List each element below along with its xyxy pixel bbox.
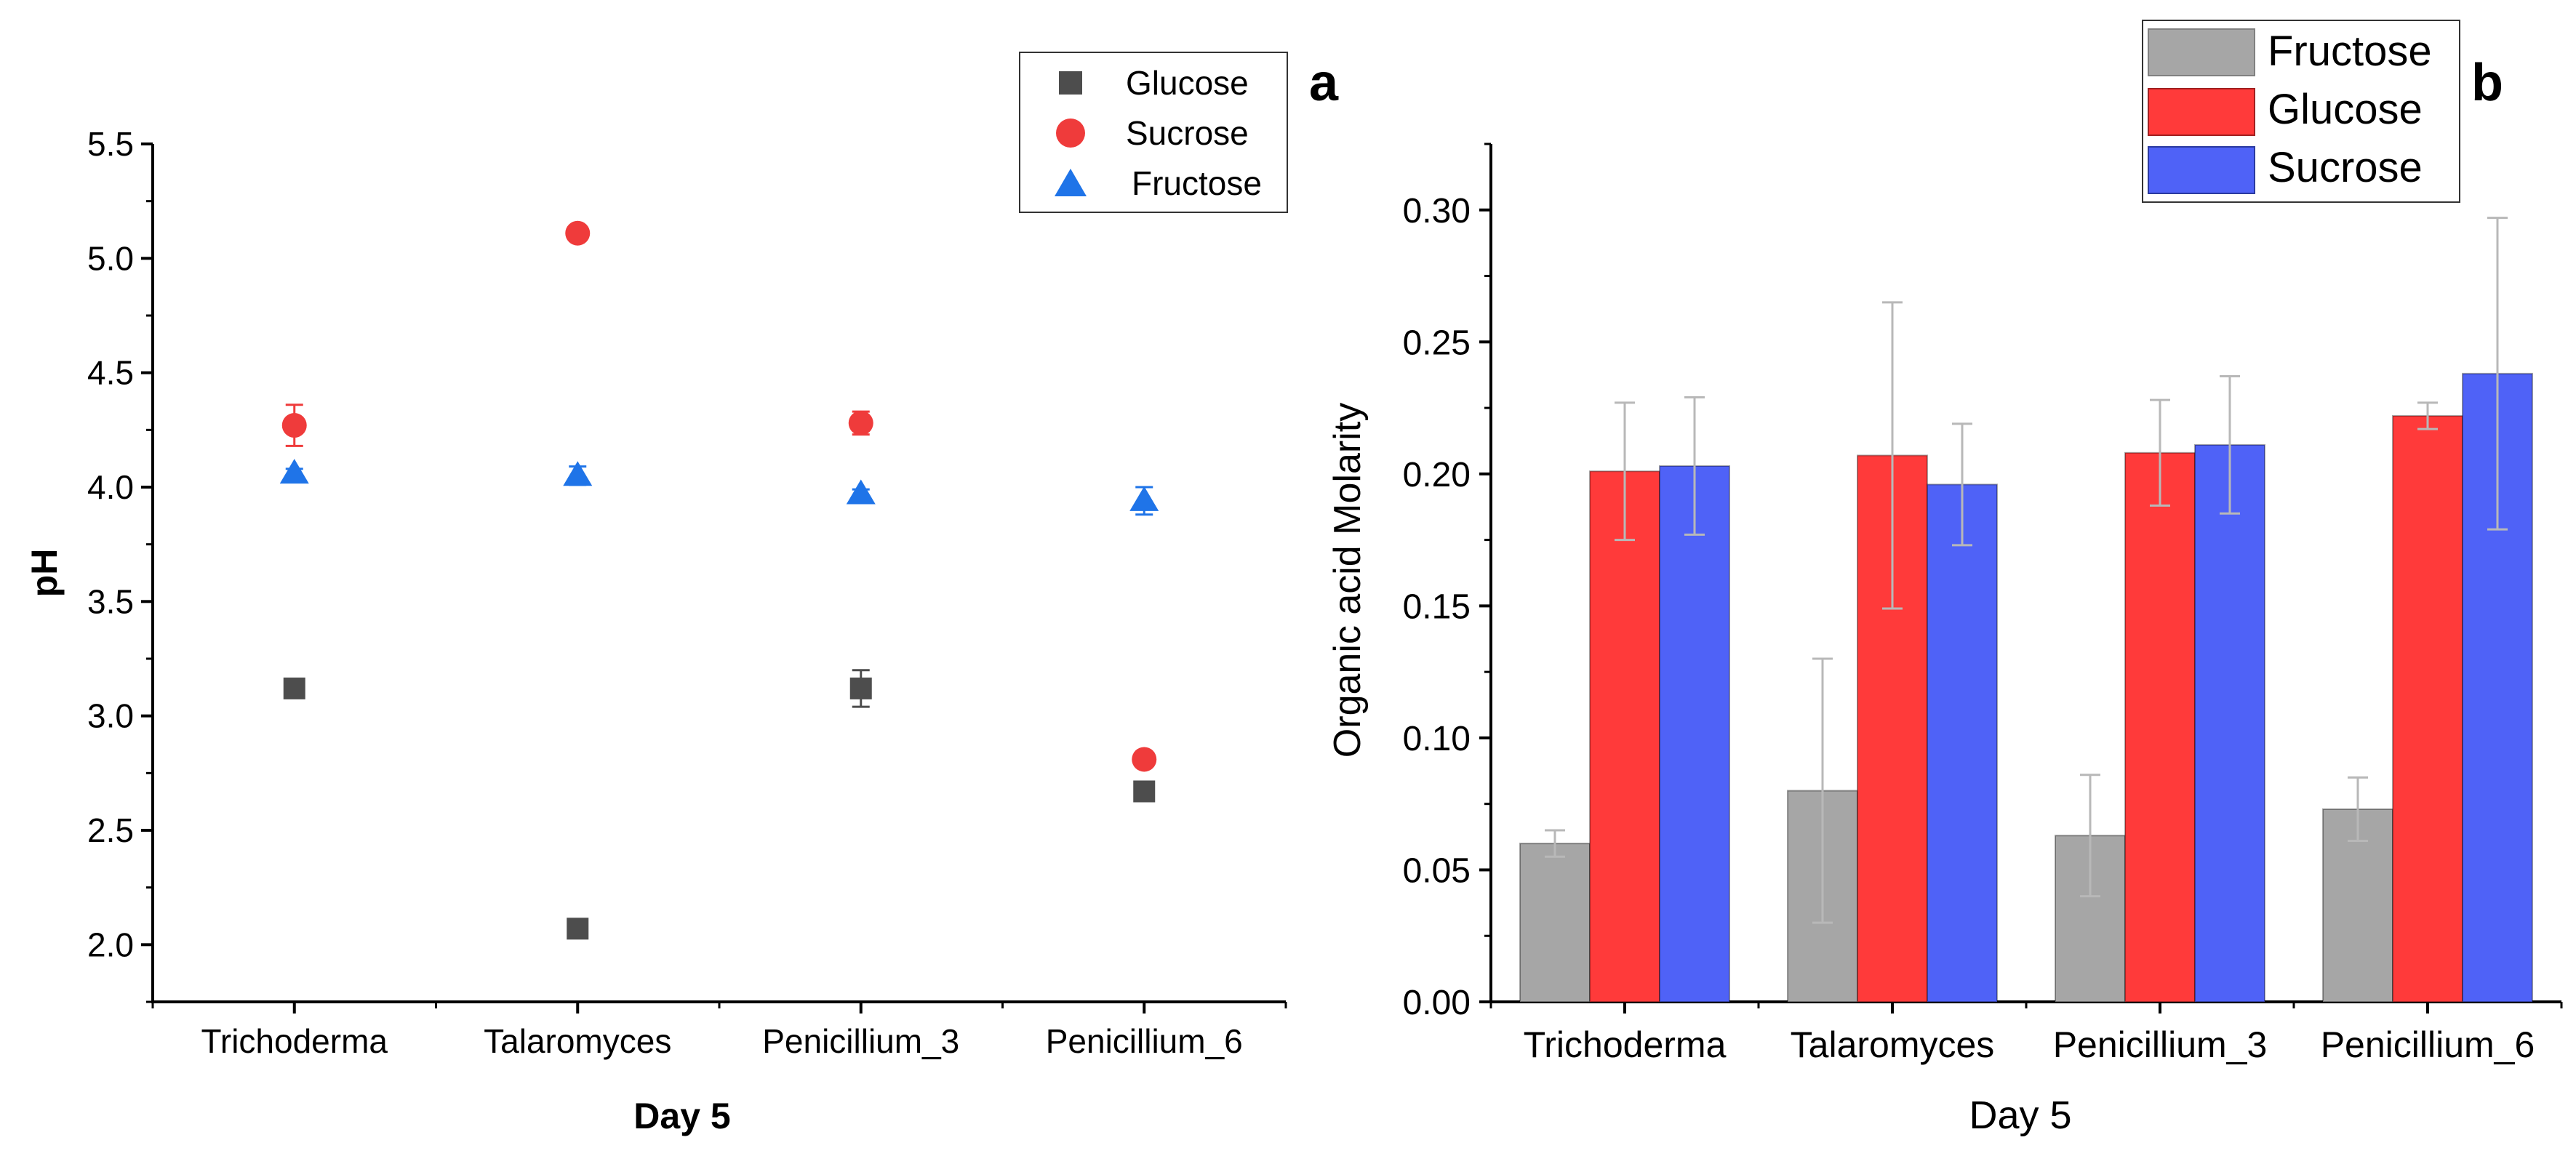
panel-a-point-glucose-trichoderma xyxy=(283,677,305,699)
panel-b-x-tick-label-penicillium-3: Penicillium_3 xyxy=(2053,1024,2268,1065)
panel-a-y-tick-label: 4.0 xyxy=(87,468,134,506)
panel-a-point-sucrose-trichoderma xyxy=(281,413,307,438)
legend-sucrose-circle-icon xyxy=(1056,119,1085,148)
legend-label-glucose: Glucose xyxy=(1126,64,1249,102)
panel-a-point-glucose-penicillium-3 xyxy=(849,677,872,699)
panel-a-x-tick-label-penicillium-3: Penicillium_3 xyxy=(762,1022,959,1060)
legend-label-fructose: Fructose xyxy=(1132,164,1262,202)
panel-b-error-bar-glucose xyxy=(2417,401,2438,430)
panel-b-y-tick-label: 0.10 xyxy=(1403,720,1471,758)
panel-b-error-bar-sucrose xyxy=(1684,396,1705,536)
panel-b-bar-glucose-trichoderma xyxy=(1589,470,1660,1003)
panel-b-x-tick-label-trichoderma: Trichoderma xyxy=(1524,1024,1727,1065)
panel-a-x-axis-title: Day 5 xyxy=(633,1096,730,1136)
panel-a-y-tick-label: 3.0 xyxy=(87,697,134,735)
panel-a-point-sucrose-penicillium-6 xyxy=(1132,747,1157,772)
panel-a-point-glucose-talaromyces xyxy=(567,918,589,940)
legend-label-sucrose-b: Sucrose xyxy=(2268,144,2423,191)
panel-a-point-glucose-penicillium-6 xyxy=(1133,780,1156,803)
legend-fructose-triangle-icon xyxy=(1055,169,1087,196)
panel-a-point-sucrose-penicillium-3 xyxy=(848,410,873,435)
panel-a-x-tick-label-talaromyces: Talaromyces xyxy=(484,1022,671,1060)
panel-b-y-tick-label: 0.05 xyxy=(1403,851,1471,890)
panel-b-legend: Fructose Glucose Sucrose xyxy=(2142,20,2460,203)
panel-b-error-bar-fructose xyxy=(1812,657,1833,924)
panel-b-error-bar-fructose xyxy=(1545,829,1565,858)
panel-b-bar-sucrose-penicillium-3 xyxy=(2194,443,2265,1003)
panel-b-error-bar-glucose xyxy=(1615,401,1635,542)
panel-b-y-tick-label: 0.20 xyxy=(1403,456,1471,494)
panel-b-error-bar-sucrose xyxy=(2487,217,2508,531)
panel-b-bar-glucose-penicillium-3 xyxy=(2124,451,2196,1003)
legend-label-fructose-b: Fructose xyxy=(2268,28,2432,75)
panel-b-bar-glucose-penicillium-6 xyxy=(2392,414,2463,1003)
panel-a-x-tick-label-trichoderma: Trichoderma xyxy=(201,1022,388,1060)
panel-b-y-tick-label: 0.30 xyxy=(1403,192,1471,230)
legend-label-sucrose: Sucrose xyxy=(1126,114,1249,152)
panel-b-y-tick-label: 0.00 xyxy=(1403,984,1471,1022)
panel-a-y-tick-label: 2.5 xyxy=(87,811,134,849)
panel-b-label: b xyxy=(2471,54,2503,112)
legend-sucrose-swatch-icon xyxy=(2148,146,2255,194)
panel-a-y-tick-label: 5.0 xyxy=(87,239,134,277)
legend-glucose-swatch-icon xyxy=(2148,88,2255,136)
panel-b-x-tick-label-penicillium-6: Penicillium_6 xyxy=(2321,1024,2535,1065)
panel-a-y-tick-label: 4.5 xyxy=(87,354,134,392)
panel-a-y-axis-title: pH xyxy=(24,549,65,598)
panel-a-y-tick-label: 2.0 xyxy=(87,926,134,963)
panel-b-error-bar-sucrose xyxy=(1952,422,1972,547)
panel-b-y-tick-label: 0.25 xyxy=(1403,324,1471,362)
panel-b-bar-chart: 0.00 0.05 0.10 0.15 0.20 0.25 0.30 Trichoderma… xyxy=(1327,20,2563,1137)
panel-a-scatter-chart: 2.0 2.5 3.0 3.5 4.0 4.5 5.0 5.5 Trichoderma Tala… xyxy=(24,52,1339,1136)
panel-b-error-bar-glucose xyxy=(1882,301,1903,610)
panel-a-point-fructose-penicillium-6 xyxy=(1129,486,1159,511)
panel-b-bar-sucrose-talaromyces xyxy=(1927,483,1998,1003)
panel-b-y-tick-label: 0.15 xyxy=(1403,587,1471,626)
panel-b-y-axis-title: Organic acid Molarity xyxy=(1327,403,1369,758)
panel-a-y-tick-label: 5.5 xyxy=(87,125,134,163)
panel-a-point-fructose-penicillium-3 xyxy=(846,479,876,505)
panel-b-x-axis-title: Day 5 xyxy=(1969,1093,2071,1137)
panel-a-legend: Glucose Sucrose Fructose xyxy=(1019,52,1288,213)
legend-label-glucose-b: Glucose xyxy=(2268,86,2423,133)
panel-b-error-bar-glucose xyxy=(2150,398,2170,507)
panel-a-y-tick-label: 3.5 xyxy=(87,582,134,620)
panel-a-point-sucrose-talaromyces xyxy=(565,220,591,246)
panel-a-label: a xyxy=(1309,54,1339,112)
panel-b-x-tick-label-talaromyces: Talaromyces xyxy=(1791,1024,1995,1065)
panel-a-point-fructose-talaromyces xyxy=(563,461,593,486)
panel-b-error-bar-sucrose xyxy=(2220,375,2240,515)
panel-a-x-tick-label-penicillium-6: Penicillium_6 xyxy=(1046,1022,1243,1060)
panel-b-error-bar-fructose xyxy=(2080,774,2100,898)
legend-glucose-square-icon xyxy=(1059,71,1082,95)
panel-b-error-bar-fructose xyxy=(2348,776,2368,843)
panel-a-point-fructose-trichoderma xyxy=(279,459,309,484)
panel-b-bar-fructose-trichoderma xyxy=(1519,843,1591,1003)
legend-fructose-swatch-icon xyxy=(2148,28,2255,76)
panel-b-bar-sucrose-trichoderma xyxy=(1659,465,1730,1003)
